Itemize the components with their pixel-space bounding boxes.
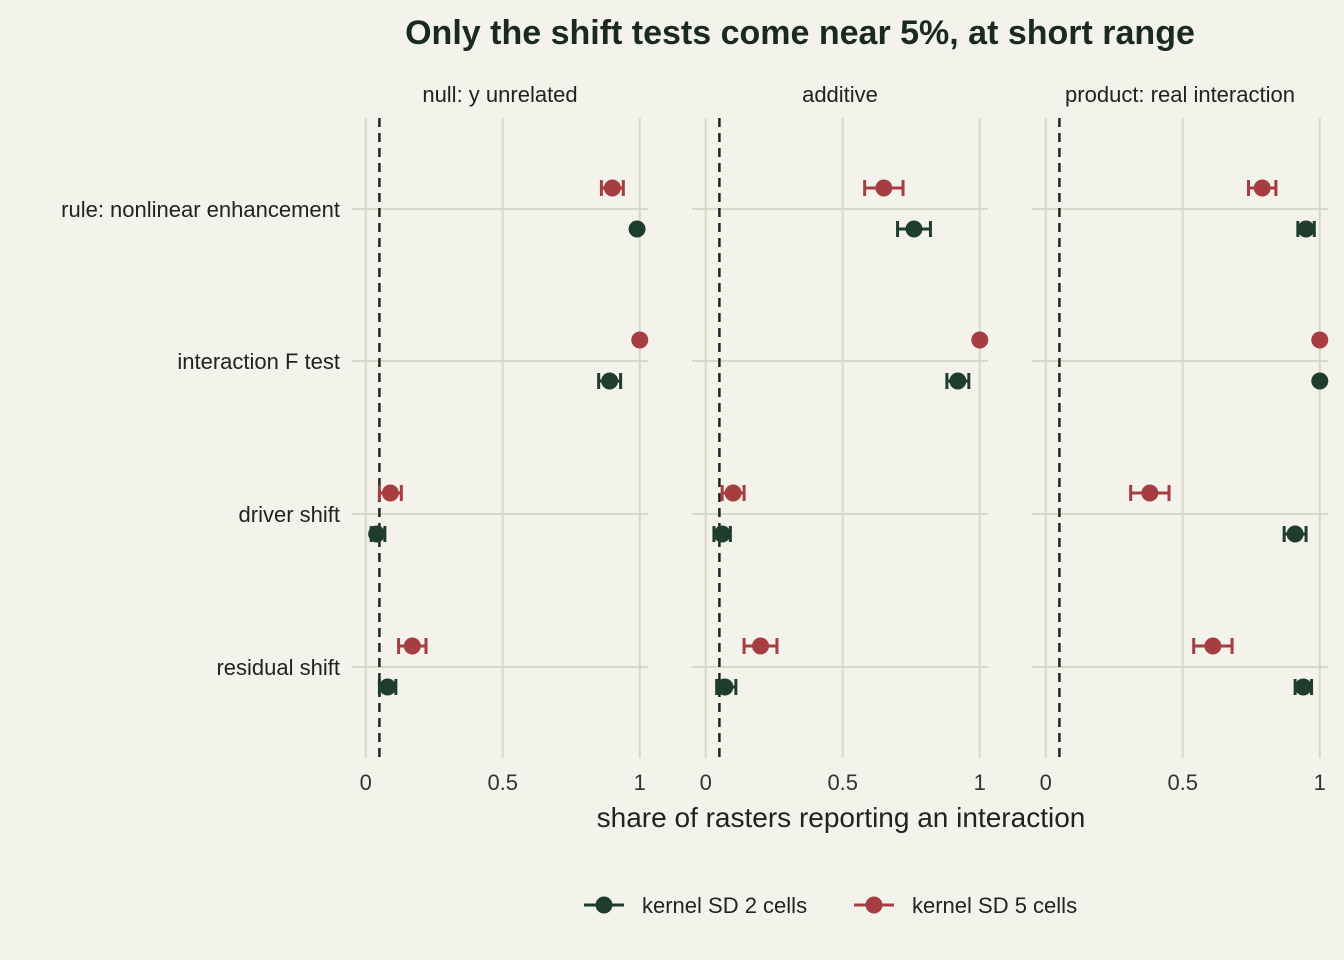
y-tick-label: interaction F test xyxy=(177,349,340,374)
panel-1: 0 0.5 1 additive xyxy=(692,82,989,795)
y-tick-label: driver shift xyxy=(239,502,340,527)
data-point xyxy=(631,331,649,349)
legend-item: kernel SD 2 cells xyxy=(584,893,807,918)
data-point xyxy=(381,484,399,502)
legend-marker xyxy=(865,896,883,914)
data-point xyxy=(1141,484,1159,502)
data-point xyxy=(971,331,989,349)
data-point xyxy=(1253,179,1271,197)
chart-title: Only the shift tests come near 5%, at sh… xyxy=(405,14,1195,52)
legend-label: kernel SD 2 cells xyxy=(642,893,807,918)
data-point xyxy=(403,637,421,655)
legend-item: kernel SD 5 cells xyxy=(854,893,1077,918)
data-point xyxy=(603,179,621,197)
data-point xyxy=(1204,637,1222,655)
legend: kernel SD 2 cells kernel SD 5 cells xyxy=(584,893,1077,918)
data-point xyxy=(601,372,619,390)
x-tick-label: 1 xyxy=(634,770,646,795)
data-point xyxy=(1311,372,1329,390)
legend-marker xyxy=(595,896,613,914)
y-tick-label: rule: nonlinear enhancement xyxy=(61,197,340,222)
data-point xyxy=(713,525,731,543)
y-tick-label: residual shift xyxy=(216,655,340,680)
x-tick-label: 0 xyxy=(700,770,712,795)
panel-0: 0 0.5 1 null: y unrelated xyxy=(352,82,649,795)
data-point xyxy=(1297,220,1315,238)
data-point xyxy=(379,678,397,696)
x-tick-label: 0.5 xyxy=(827,770,858,795)
panel-label: null: y unrelated xyxy=(422,82,577,107)
x-tick-label: 1 xyxy=(974,770,986,795)
y-axis: rule: nonlinear enhancement interaction F… xyxy=(61,197,340,680)
data-point xyxy=(905,220,923,238)
data-point xyxy=(752,637,770,655)
x-tick-label: 1 xyxy=(1314,770,1326,795)
data-point xyxy=(875,179,893,197)
data-point xyxy=(1294,678,1312,696)
x-tick-label: 0 xyxy=(360,770,372,795)
legend-label: kernel SD 5 cells xyxy=(912,893,1077,918)
data-point xyxy=(949,372,967,390)
x-tick-label: 0.5 xyxy=(1167,770,1198,795)
panel-label: product: real interaction xyxy=(1065,82,1295,107)
data-point xyxy=(724,484,742,502)
data-point xyxy=(628,220,646,238)
x-tick-label: 0 xyxy=(1040,770,1052,795)
data-point xyxy=(1286,525,1304,543)
x-tick-label: 0.5 xyxy=(487,770,518,795)
x-axis-label: share of rasters reporting an interactio… xyxy=(597,802,1086,833)
panel-2: 0 0.5 1 product: real interaction xyxy=(1032,82,1329,795)
data-point xyxy=(1311,331,1329,349)
data-point xyxy=(368,525,386,543)
data-point xyxy=(716,678,734,696)
panel-label: additive xyxy=(802,82,878,107)
panels: 0 0.5 1 null: y unrelated 0 0.5 1 additive 0 0.5 1… xyxy=(352,82,1329,795)
